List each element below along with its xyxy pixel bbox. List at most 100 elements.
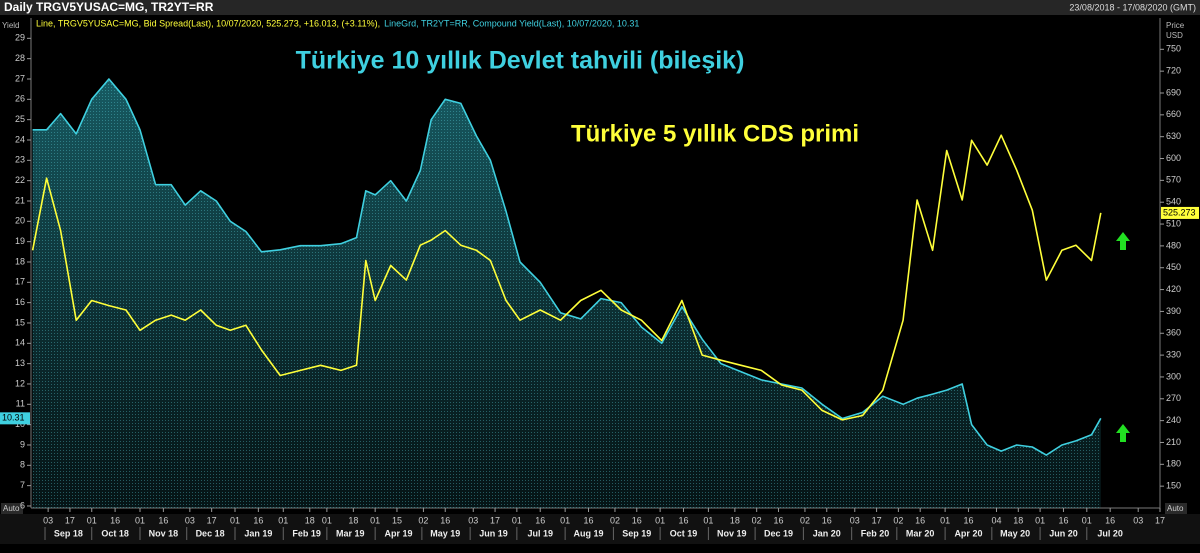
y2-axis-title: Price [1166,21,1185,30]
month-label: May 19 [430,528,460,538]
legend-entry: LineGrd, TR2YT=RR, Compound Yield(Last),… [384,18,639,28]
y-tick-label: 26 [15,94,25,104]
y-tick-label: 14 [15,338,25,348]
x-tick-label: 03 [43,515,53,525]
x-tick-label: 02 [418,515,428,525]
y-tick-label: 22 [15,175,25,185]
area-texture [32,79,1101,508]
month-label: Jul 20 [1097,528,1123,538]
y2-tick-label: 210 [1166,437,1181,447]
x-tick-label: 18 [348,515,358,525]
x-tick-label: 03 [1133,515,1143,525]
y2-tick-label: 300 [1166,371,1181,381]
x-tick-label: 03 [185,515,195,525]
x-axis-band [0,514,1200,544]
y-tick-label: 27 [15,73,25,83]
x-tick-label: 16 [583,515,593,525]
month-label: Mar 19 [336,528,365,538]
up-arrow [1116,424,1130,442]
month-label: Nov 19 [717,528,747,538]
y-tick-label: 13 [15,358,25,368]
month-label: Jan 19 [244,528,272,538]
line [32,78,1102,456]
month-label: Nov 18 [149,528,179,538]
y-tick-label: 23 [15,155,25,165]
x-tick-label: 01 [512,515,522,525]
x-tick-label: 02 [752,515,762,525]
up-arrow [1116,232,1130,250]
x-tick-label: 01 [370,515,380,525]
y2-tick-label: 750 [1166,44,1181,54]
x-tick-label: 16 [963,515,973,525]
x-tick-label: 15 [392,515,402,525]
series-annotation: Türkiye 10 yıllık Devlet tahvili (bileşi… [296,47,745,75]
y-tick-label: 7 [20,480,25,490]
y2-tick-label: 480 [1166,240,1181,250]
x-tick-label: 01 [703,515,713,525]
y2-tick-label: 450 [1166,262,1181,272]
y2-tick-label: 510 [1166,218,1181,228]
y2-tick-label: 360 [1166,328,1181,338]
month-label: Oct 19 [670,528,698,538]
y2-tick-label: 720 [1166,66,1181,76]
month-label: Jun 20 [1049,528,1078,538]
x-tick-label: 16 [632,515,642,525]
x-tick-label: 17 [490,515,500,525]
month-label: Oct 18 [101,528,129,538]
scale-mode-box [1165,503,1187,514]
last-value-box [1161,206,1199,219]
legend-entry: Line, TRGV5YUSAC=MG, Bid Spread(Last), 1… [36,18,380,28]
y-tick-label: 29 [15,33,25,43]
y2-tick-label: 660 [1166,109,1181,119]
y2-tick-label: 390 [1166,306,1181,316]
x-tick-label: 16 [253,515,263,525]
y2-tick-label: 150 [1166,481,1181,491]
y-tick-label: 15 [15,317,25,327]
month-label: Jul 19 [527,528,553,538]
x-tick-label: 01 [230,515,240,525]
x-tick-label: 18 [730,515,740,525]
y-tick-label: 18 [15,256,25,266]
x-tick-label: 16 [1105,515,1115,525]
last-value-label: 525.273 [1163,207,1196,217]
y-tick-label: 24 [15,134,25,144]
month-label: Feb 19 [292,528,321,538]
x-tick-label: 16 [158,515,168,525]
month-label: Dec 19 [764,528,793,538]
y-tick-label: 19 [15,236,25,246]
y2-tick-label: 330 [1166,349,1181,359]
y-tick-label: 12 [15,378,25,388]
x-tick-label: 03 [850,515,860,525]
x-tick-label: 16 [535,515,545,525]
series-annotation: Türkiye 5 yıllık CDS primi [571,120,859,147]
month-label: Sep 19 [622,528,651,538]
month-label: May 20 [1000,528,1030,538]
month-label: Apr 20 [954,528,982,538]
x-tick-label: 17 [872,515,882,525]
x-tick-label: 02 [610,515,620,525]
last-value-box [0,412,30,425]
y2-tick-label: 180 [1166,459,1181,469]
y2-axis-title: USD [1166,31,1183,40]
month-label: Mar 20 [906,528,935,538]
x-tick-label: 01 [940,515,950,525]
date-range: 23/08/2018 - 17/08/2020 (GMT) [1069,2,1196,12]
x-tick-label: 18 [305,515,315,525]
month-label: Aug 19 [573,528,603,538]
x-tick-label: 02 [893,515,903,525]
x-tick-label: 16 [915,515,925,525]
scale-mode: Auto [3,504,20,513]
x-tick-label: 02 [800,515,810,525]
scale-mode-box [1,503,23,514]
x-tick-label: 03 [468,515,478,525]
y2-tick-label: 570 [1166,175,1181,185]
y-tick-label: 11 [16,399,25,409]
y-tick-label: 20 [15,216,25,226]
y2-tick-label: 240 [1166,415,1181,425]
x-tick-label: 16 [110,515,120,525]
y-tick-label: 8 [20,460,25,470]
x-tick-label: 16 [440,515,450,525]
x-tick-label: 01 [87,515,97,525]
x-tick-label: 01 [1035,515,1045,525]
